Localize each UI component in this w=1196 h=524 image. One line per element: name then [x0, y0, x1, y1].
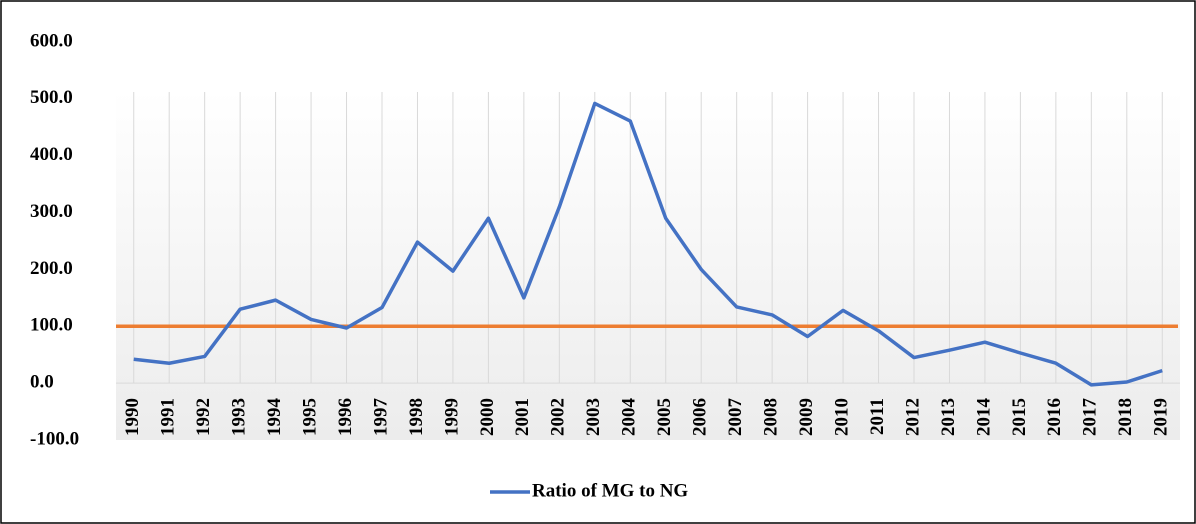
- x-tick-label: 1997: [370, 398, 391, 437]
- x-tick-label: 2017: [1080, 398, 1101, 437]
- x-tick-label: 2001: [512, 398, 533, 436]
- x-tick-label: 2013: [938, 398, 959, 436]
- data-line: [133, 101, 1163, 387]
- plot-background: [116, 90, 1180, 440]
- x-tick-label: 2006: [690, 398, 711, 436]
- x-tick-label: 1992: [193, 398, 214, 436]
- x-tick-label: 2004: [619, 398, 640, 437]
- x-tick-label: 1991: [158, 398, 179, 436]
- x-tick-label: 2008: [760, 398, 781, 436]
- y-tick-label: 200.0: [30, 258, 73, 279]
- y-tick-label: 400.0: [30, 144, 73, 165]
- x-tick-label: 1990: [122, 398, 143, 436]
- x-tick-label: 2003: [583, 398, 604, 436]
- x-tick-label: 1998: [406, 398, 427, 436]
- x-tick-label: 1996: [335, 398, 356, 436]
- x-tick-label: 2000: [477, 398, 498, 436]
- x-tick-label: 2019: [1151, 398, 1172, 436]
- y-tick-label: 0.0: [30, 372, 54, 393]
- y-tick-label: -100.0: [30, 428, 79, 449]
- x-tick-label: 2014: [973, 398, 994, 437]
- x-tick-label: 2016: [1044, 398, 1065, 436]
- x-tick-label: 1999: [441, 398, 462, 436]
- x-tick-label: 2018: [1115, 398, 1136, 436]
- y-tick-label: 600.0: [30, 30, 73, 51]
- y-tick-label: 100.0: [30, 315, 73, 336]
- x-tick-label: 2012: [902, 398, 923, 436]
- y-tick-label: 500.0: [30, 87, 73, 108]
- x-tick-label: 1993: [228, 398, 249, 436]
- x-tick-label: 1994: [264, 398, 285, 437]
- y-tick-label: 300.0: [30, 201, 73, 222]
- legend-label: Ratio of MG to NG: [532, 480, 688, 501]
- x-tick-label: 2015: [1009, 398, 1030, 436]
- x-tick-label: 2011: [867, 398, 888, 435]
- x-tick-label: 2007: [725, 398, 746, 437]
- x-tick-label: 1995: [299, 398, 320, 436]
- x-tick-label: 2005: [654, 398, 675, 436]
- x-tick-label: 2010: [831, 398, 852, 436]
- x-tick-label: 2002: [548, 398, 569, 436]
- x-tick-label: 2009: [796, 398, 817, 436]
